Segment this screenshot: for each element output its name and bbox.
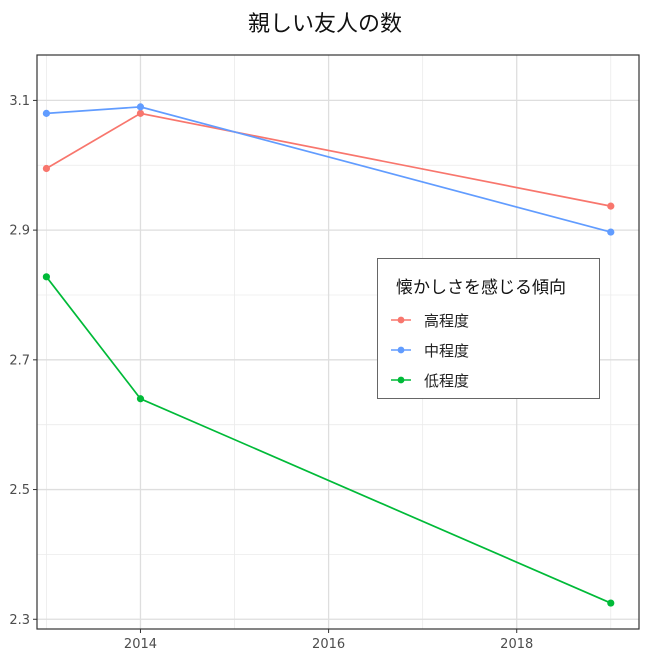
x-tick-label: 2016 [312, 637, 345, 652]
panel-border [36, 54, 640, 630]
data-point-2-1 [136, 395, 145, 403]
data-point-0-1 [136, 109, 145, 117]
axis-labels: 2.3 2.5 2.7 2.9 3.1 2014 2016 2018 [9, 94, 533, 652]
data-point-1-1 [136, 103, 145, 111]
data-point-1-0 [42, 109, 51, 117]
axis-ticks [33, 99, 518, 633]
data-point-0-2 [607, 202, 615, 210]
legend-key-low [391, 376, 411, 384]
series-layer [42, 103, 615, 607]
legend-item-low: 低程度 [390, 369, 590, 391]
chart-title: 親しい友人の数 [247, 12, 402, 37]
legend-key-mid [391, 346, 411, 354]
data-point-0-0 [42, 164, 51, 173]
minor-gridlines [37, 55, 639, 629]
y-tick-label: 2.7 [9, 353, 30, 368]
legend-label-low: 低程度 [424, 372, 470, 390]
data-point-1-2 [607, 228, 615, 236]
y-tick-label: 2.3 [9, 613, 30, 628]
y-tick-label: 2.5 [9, 483, 30, 498]
legend-item-high: 高程度 [390, 309, 590, 331]
x-tick-label: 2018 [500, 637, 533, 652]
data-point-2-0 [42, 273, 51, 281]
data-point-2-2 [607, 599, 615, 607]
legend-key-high [391, 316, 411, 324]
y-tick-label: 3.1 [9, 94, 30, 109]
legend-label-mid: 中程度 [424, 342, 470, 360]
legend-label-high: 高程度 [424, 312, 470, 330]
legend: 懐かしさを感じる傾向 高程度 中程度 低程度 [377, 258, 600, 399]
legend-title: 懐かしさを感じる傾向 [396, 278, 566, 298]
legend-item-mid: 中程度 [390, 339, 590, 361]
x-tick-label: 2014 [124, 637, 157, 652]
y-tick-label: 2.9 [9, 224, 30, 239]
